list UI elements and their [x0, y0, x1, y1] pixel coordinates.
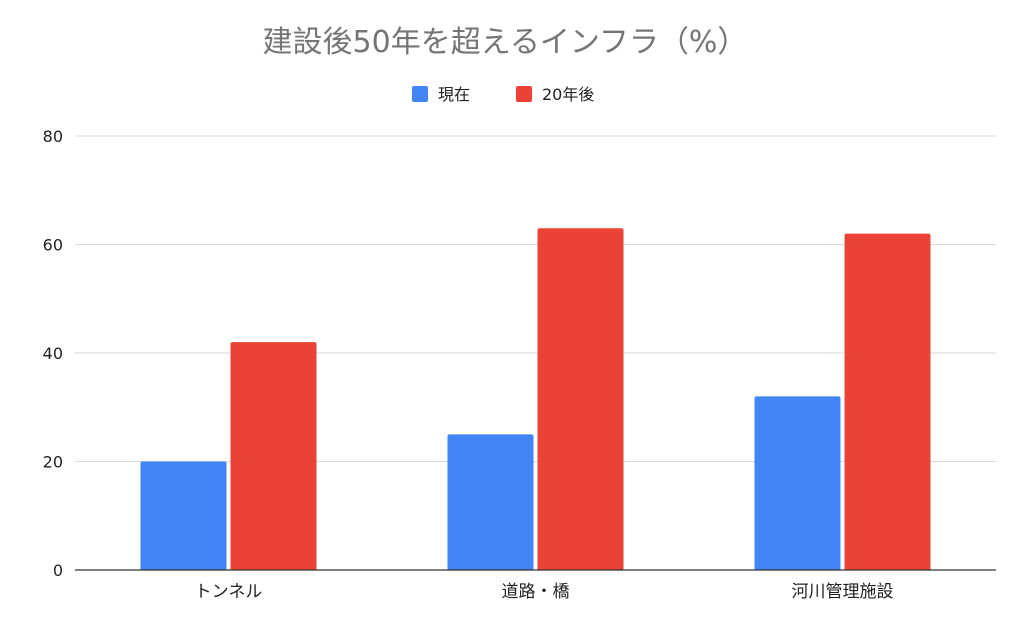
x-category-label: 道路・橋	[502, 582, 570, 602]
x-category-label: トンネル	[195, 582, 263, 602]
legend: 現在 20年後	[412, 85, 594, 104]
bar-current-1	[447, 434, 534, 570]
y-tick-label: 80	[43, 127, 63, 146]
legend-swatch-series-0	[412, 86, 428, 102]
y-tick-label: 0	[53, 561, 63, 580]
legend-label-series-0: 現在	[438, 85, 470, 104]
bars-layer	[140, 228, 931, 570]
bar-current-0	[140, 461, 227, 570]
legend-label-series-1: 20年後	[542, 85, 594, 104]
bar-current-2	[754, 396, 841, 570]
axis-layer: 0 20 40 60 80 トンネル 道路・橋 河川管理施設	[43, 127, 996, 602]
bar-after-20-years-0	[230, 342, 317, 570]
legend-swatch-series-1	[516, 86, 532, 102]
bar-after-20-years-2	[844, 233, 931, 570]
y-tick-label: 40	[43, 344, 63, 363]
y-tick-label: 20	[43, 453, 63, 472]
y-tick-label: 60	[43, 236, 63, 255]
x-category-label: 河川管理施設	[792, 582, 894, 602]
grid-layer	[75, 135, 996, 462]
bar-after-20-years-1	[537, 228, 624, 570]
chart-title: 建設後50年を超えるインフラ（%）	[263, 25, 748, 60]
